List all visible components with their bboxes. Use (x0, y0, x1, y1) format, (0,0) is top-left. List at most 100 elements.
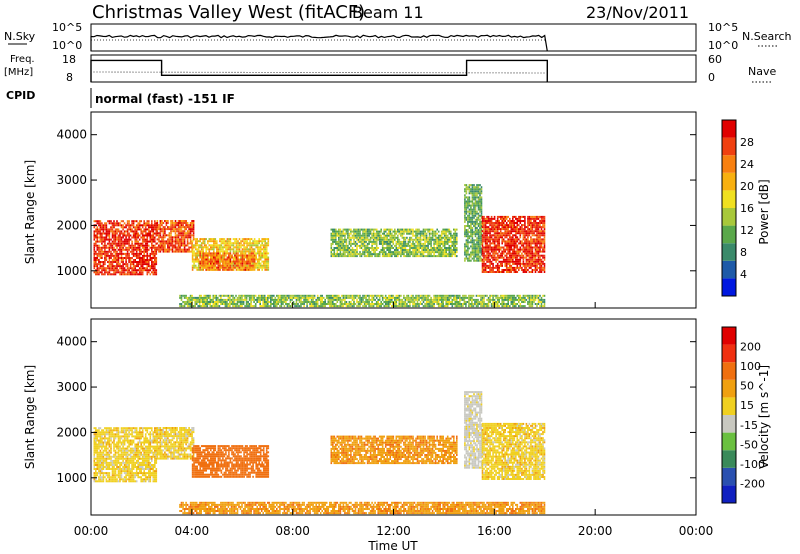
heatmap-cell (285, 303, 287, 305)
heatmap-cell (258, 254, 260, 257)
heatmap-cell (539, 248, 541, 251)
heatmap-cell (510, 248, 513, 251)
heatmap-cell (486, 217, 488, 220)
heatmap-cell (254, 305, 257, 308)
heatmap-cell (185, 232, 187, 235)
heatmap-cell (239, 305, 242, 308)
heatmap-cell (137, 261, 139, 263)
heatmap-cell (274, 296, 277, 299)
heatmap-cell (177, 240, 180, 243)
heatmap-cell (313, 303, 316, 305)
heatmap-cell (371, 242, 373, 245)
heatmap-cell (362, 242, 364, 245)
heatmap-cell (201, 301, 204, 303)
heatmap-cell (180, 226, 183, 229)
heatmap-cell (252, 258, 254, 261)
heatmap-cell (152, 238, 155, 241)
heatmap-cell (354, 242, 357, 245)
heatmap-cell (114, 230, 117, 233)
heatmap-cell (249, 250, 251, 253)
heatmap-cell (280, 294, 283, 297)
heatmap-cell (117, 230, 120, 233)
heatmap-cell (306, 294, 308, 297)
heatmap-cell (476, 229, 478, 232)
heatmap-cell (486, 230, 488, 233)
heatmap-cell (174, 246, 177, 249)
heatmap-cell (392, 251, 395, 254)
heatmap-cell (516, 244, 519, 247)
heatmap-cell (437, 247, 440, 249)
heatmap-cell (267, 238, 270, 241)
heatmap-cell (199, 264, 201, 267)
heatmap-cell (132, 267, 135, 270)
heatmap-cell (534, 220, 537, 222)
heatmap-cell (276, 298, 278, 301)
heatmap-cell (135, 226, 138, 229)
heatmap-cell (259, 248, 262, 251)
heatmap-cell (247, 301, 249, 303)
heatmap-cell (222, 238, 224, 241)
heatmap-cell (540, 262, 543, 265)
heatmap-cell (233, 305, 236, 308)
heatmap-cell (332, 296, 334, 299)
heatmap-cell (492, 228, 494, 231)
heatmap-cell (505, 240, 508, 243)
heatmap-cell (513, 234, 516, 237)
heatmap-cell (196, 240, 198, 243)
heatmap-cell (501, 224, 503, 227)
heatmap-cell (231, 262, 233, 265)
heatmap-cell (329, 296, 331, 299)
heatmap-cell (479, 227, 481, 229)
heatmap-cell (183, 246, 186, 249)
heatmap-cell (229, 252, 232, 255)
heatmap-cell (271, 303, 274, 305)
heatmap-cell (252, 250, 254, 253)
heatmap-cell (430, 236, 432, 239)
heatmap-cell (486, 258, 488, 261)
heatmap-cell (481, 266, 484, 269)
heatmap-cell (235, 240, 238, 243)
heatmap-cell (499, 228, 502, 231)
heatmap-cell (505, 254, 508, 257)
heatmap-cell (483, 271, 485, 273)
heatmap-cell (194, 296, 196, 299)
heatmap-cell (543, 250, 546, 253)
heatmap-cell (434, 230, 437, 233)
heatmap-cell (471, 231, 474, 234)
heatmap-cell (148, 232, 150, 235)
heatmap-cell (229, 242, 232, 245)
heatmap-cell (265, 264, 268, 267)
heatmap-cell (105, 259, 108, 261)
heatmap-cell (505, 264, 508, 267)
heatmap-cell (533, 246, 535, 249)
heatmap-cell (531, 226, 534, 229)
heatmap-cell (229, 258, 232, 261)
heatmap-cell (273, 301, 275, 303)
heatmap-cell (170, 222, 172, 224)
heatmap-cell (250, 246, 253, 249)
heatmap-cell (493, 217, 496, 220)
heatmap-cell (516, 246, 519, 249)
heatmap-cell (481, 254, 484, 257)
heatmap-cell (515, 262, 517, 265)
heatmap-cell (227, 298, 230, 301)
heatmap-cell (120, 259, 123, 261)
heatmap-cell (519, 222, 522, 224)
heatmap-cell (371, 236, 373, 239)
heatmap-cell (238, 266, 241, 269)
heatmap-cell (225, 266, 227, 269)
heatmap-cell (95, 250, 97, 253)
heatmap-cell (484, 266, 487, 269)
heatmap-cell (236, 303, 239, 305)
heatmap-cell (285, 296, 287, 299)
heatmap-cell (138, 267, 141, 270)
heatmap-cell (165, 228, 168, 231)
heatmap-cell (464, 210, 466, 213)
heatmap-cell (261, 242, 263, 245)
heatmap-cell (154, 246, 156, 249)
heatmap-cell (222, 242, 224, 245)
heatmap-cell (515, 236, 517, 239)
heatmap-cell (110, 265, 112, 268)
heatmap-cell (155, 230, 158, 233)
heatmap-cell (291, 298, 293, 301)
